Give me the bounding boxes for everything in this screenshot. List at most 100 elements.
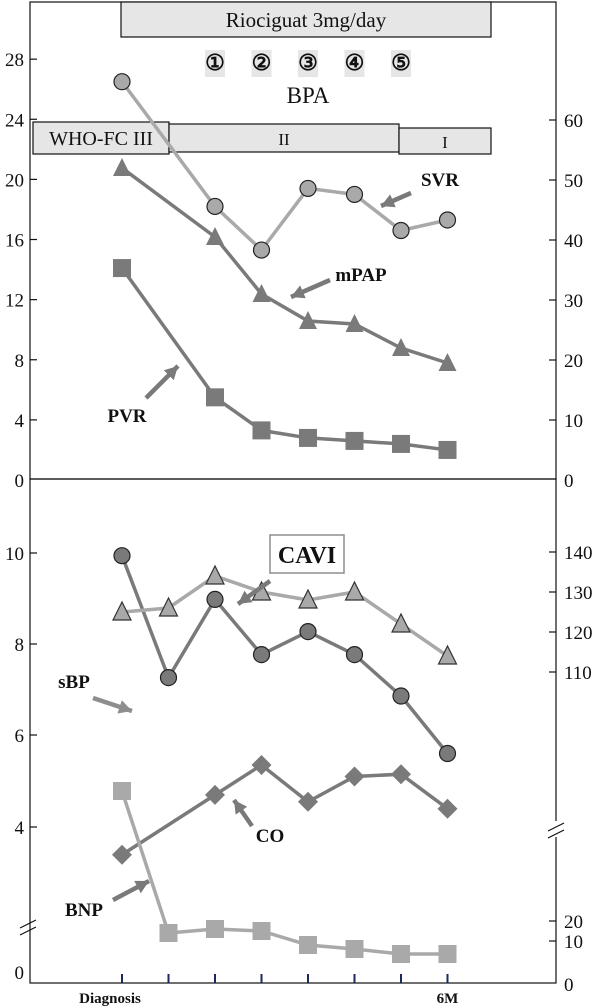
top-mpap-point-5m: [345, 314, 364, 332]
bottom-bnp-point-3m: [252, 922, 271, 940]
left-axis-break-mark: [19, 919, 37, 936]
bpa-session-4-label: ④: [345, 50, 365, 75]
bottom-co-point-5m: [344, 766, 365, 787]
bpa-session-5-highlight: [391, 50, 411, 77]
mpap-arrow-head: [291, 285, 306, 299]
bottom-left-tick-label: 10: [5, 544, 24, 565]
top-left-tick-label: 20: [5, 170, 24, 191]
x-tick-label-final-line1: 6M: [437, 991, 459, 1007]
svr-arrow-head: [381, 194, 396, 208]
co-series-label: CO: [256, 826, 285, 847]
bottom-co-point-6m-after-bpa: [437, 798, 458, 819]
label-layer: 0481216202428010203040506004681011012013…: [5, 8, 593, 1007]
bpa-session-2-label: ②: [252, 50, 272, 75]
bottom-sbp-point-1m: [158, 596, 179, 617]
who-fc-who-fc-iii-label: WHO-FC III: [49, 128, 153, 150]
top-right-tick-label: 20: [564, 351, 583, 372]
top-pvr-point-2m: [206, 388, 224, 407]
top-left-tick-label: 28: [5, 50, 24, 71]
mpap-series-label: mPAP: [335, 265, 387, 286]
bpa-session-2-highlight: [251, 50, 272, 77]
co-arrow-head: [234, 800, 248, 815]
bottom-bnp-point-1m: [159, 924, 178, 942]
top-svr-point-6m-after-bpa: [438, 211, 457, 229]
bottom-bnp-point-diagnosis: [113, 782, 131, 800]
bpa-label: BPA: [287, 83, 330, 108]
bottom-bnp-point-4m: [299, 936, 317, 954]
bpa-session-3-label: ③: [298, 50, 318, 75]
bottom-co-point-diagnosis: [112, 844, 132, 865]
bottom-co-point-4m: [298, 791, 318, 812]
top-svr-point-3m: [252, 241, 271, 259]
bottom-sbp-point-2m: [205, 564, 225, 585]
top-left-tick-label: 4: [15, 411, 25, 432]
top-left-tick-label: 8: [15, 351, 25, 372]
who-fc-ii-bar: [168, 123, 400, 153]
bottom-sbp-point-5m: [344, 580, 365, 601]
bottom-right-tick-label: 110: [564, 663, 592, 684]
bottom-sbp-point-6m-after-bpa: [437, 644, 458, 665]
series-layer: [112, 73, 458, 963]
pvr-arrow: [144, 364, 180, 400]
bottom-bnp-point-5m: [345, 940, 364, 958]
top-svr-point-6m: [392, 221, 410, 240]
bottom-left-tick-label: 8: [15, 635, 25, 656]
bottom-sbp-point-6m: [391, 612, 411, 633]
top-right-tick-label: 40: [564, 231, 583, 252]
sbp-arrow-head: [117, 700, 132, 714]
cavi-series-label: CAVI: [278, 543, 336, 569]
riociguat-label: Riociguat 3mg/day: [226, 8, 387, 32]
bottom-cavi-point-diagnosis: [113, 547, 131, 565]
bottom-cavi-point-1m: [159, 668, 178, 687]
mpap-arrow: [290, 277, 331, 300]
who-fc-ii-label: II: [278, 130, 290, 149]
bottom-right-tick-label: 140: [564, 543, 593, 564]
top-pvr-point-4m: [299, 428, 317, 447]
bottom-co-point-3m: [251, 755, 272, 775]
bottom-right-tick-label: 130: [564, 583, 593, 604]
annotation-bars: [32, 1, 492, 155]
x-tick-label-diagnosis: Diagnosis: [79, 991, 141, 1007]
top-mpap-point-6m-after-bpa: [438, 353, 457, 371]
cavi-arrow-head: [238, 590, 253, 604]
top-left-tick-label: 0: [15, 471, 25, 492]
bottom-right-tick-label: 0: [564, 975, 574, 996]
bottom-cavi-point-5m: [345, 645, 364, 664]
bpa-session-1-label: ①: [205, 50, 225, 75]
bottom-sbp-point-diagnosis: [112, 600, 132, 621]
who-fc-i-bar: [398, 127, 492, 155]
top-left-tick-label: 24: [5, 110, 25, 131]
bpa-session-1-highlight: [205, 50, 225, 77]
bottom-left-tick-label: 0: [15, 963, 25, 984]
top-left-tick-label: 16: [5, 231, 24, 252]
cavi-arrow: [236, 579, 272, 606]
top-pvr-point-6m-after-bpa: [438, 440, 457, 459]
bpa-session-5-label: ⑤: [391, 50, 411, 75]
bpa-session-3-highlight: [298, 50, 318, 77]
bottom-cavi-point-3m: [252, 645, 271, 664]
bottom-left-tick-label: 4: [15, 818, 25, 839]
top-right-tick-label: 60: [564, 111, 583, 132]
bottom-right-tick-label: 120: [564, 623, 593, 644]
top-right-tick-label: 10: [564, 411, 583, 432]
cavi-label-box: [269, 534, 345, 574]
bottom-sbp-point-4m: [298, 588, 318, 609]
bottom-sbp-line: [121, 574, 449, 658]
bottom-left-tick-label: 6: [15, 726, 25, 747]
bottom-co-point-6m: [391, 764, 411, 785]
top-svr-point-4m: [299, 179, 317, 198]
bottom-right-tick-label: 10: [564, 932, 583, 953]
top-mpap-point-3m: [252, 284, 271, 302]
top-mpap-point-4m: [299, 311, 317, 329]
bottom-cavi-point-2m: [206, 590, 224, 609]
top-mpap-point-diagnosis: [113, 158, 131, 176]
top-right-tick-label: 30: [564, 291, 583, 312]
top-mpap-point-6m: [392, 338, 410, 356]
bottom-cavi-point-6m-after-bpa: [438, 744, 457, 763]
right-axis-break-mark: [547, 822, 565, 839]
bottom-cavi-line: [120, 555, 449, 755]
co-arrow: [232, 798, 254, 828]
sbp-arrow: [92, 695, 133, 714]
who-fc-who-fc-iii-bar: [32, 121, 170, 155]
pvr-arrow-head: [163, 366, 178, 381]
